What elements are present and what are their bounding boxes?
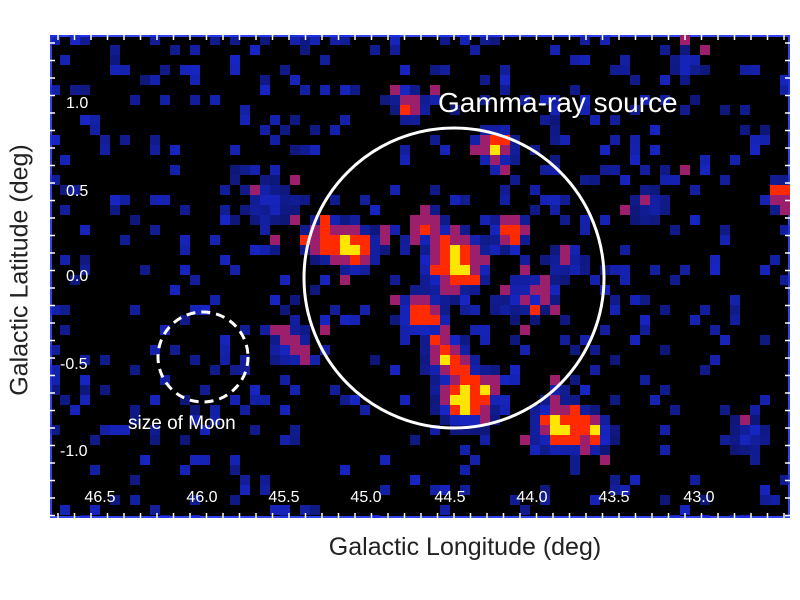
y-tick-label: -0.5 — [60, 356, 88, 373]
x-tick-label: 45.0 — [350, 489, 382, 506]
gamma-ray-counts-map — [50, 35, 790, 518]
x-tick-label: 45.5 — [268, 489, 300, 506]
x-tick-label: 43.0 — [683, 489, 715, 506]
x-tick-label: 44.0 — [516, 489, 548, 506]
moon-size-label: size of Moon — [128, 413, 236, 434]
x-tick-label: 43.5 — [598, 489, 630, 506]
x-axis-title: Galactic Longitude (deg) — [328, 533, 602, 561]
sky-map — [50, 35, 790, 518]
tick-marks — [50, 35, 790, 518]
y-tick-label: 1.0 — [66, 95, 89, 112]
gamma-ray-source-label: Gamma-ray source — [438, 87, 678, 118]
gamma-ray-source-circle — [302, 126, 606, 430]
y-tick-label: 0.5 — [66, 183, 89, 200]
y-axis-title: Galactic Latitude (deg) — [5, 144, 34, 396]
x-tick-label: 44.5 — [434, 489, 466, 506]
x-tick-label: 46.5 — [84, 489, 116, 506]
y-tick-label: -1.0 — [60, 443, 88, 460]
x-tick-label: 46.0 — [186, 489, 218, 506]
y-tick-label: 0.0 — [66, 268, 89, 285]
moon-size-circle — [156, 310, 250, 404]
